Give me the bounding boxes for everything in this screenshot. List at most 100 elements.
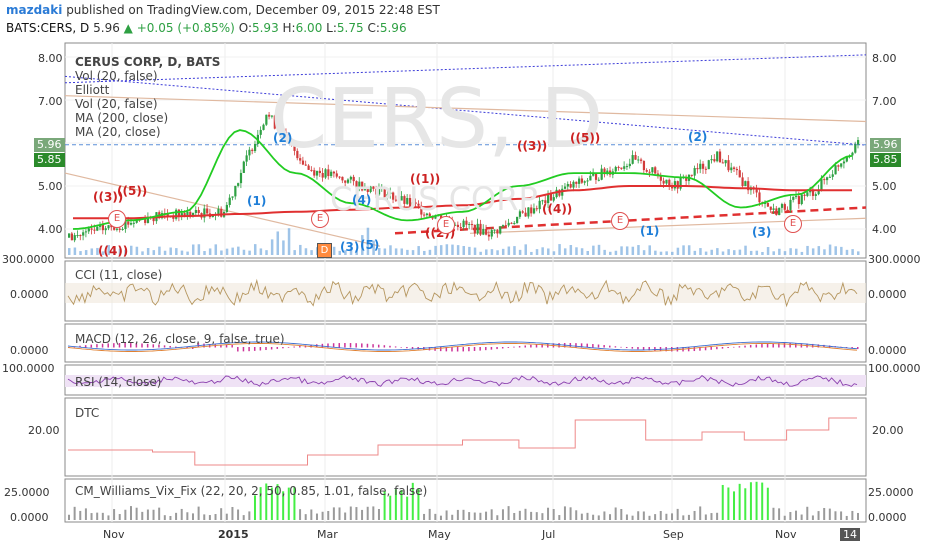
symbol-watermark: CERS, D	[270, 72, 604, 167]
candle-body	[851, 152, 854, 156]
dividend-badge[interactable]: D	[317, 243, 332, 258]
macd-histogram-bar	[220, 344, 222, 348]
earnings-event-badge[interactable]: E	[311, 210, 329, 228]
candle-body	[454, 224, 457, 226]
vix-bar	[113, 509, 116, 520]
macd-histogram-bar	[699, 347, 701, 351]
vix-bar	[383, 491, 386, 520]
vix-bar	[654, 514, 657, 520]
legend-item[interactable]: Vol (20, false)	[75, 69, 158, 83]
candle-body	[795, 196, 798, 198]
wave-label: (2)	[273, 131, 293, 145]
candle-body	[640, 159, 643, 161]
dtc-pane-title[interactable]: DTC	[75, 406, 100, 420]
candle-body	[766, 203, 770, 207]
vix-bar	[766, 487, 769, 520]
candle-body	[425, 213, 429, 216]
volume-bar	[361, 235, 364, 255]
vix-bar	[749, 482, 752, 520]
x-tick: Nov	[103, 528, 125, 541]
candle-body	[338, 176, 341, 178]
macd-histogram-bar	[766, 343, 769, 348]
volume-bar	[231, 247, 234, 255]
vix-bar	[811, 515, 814, 520]
candle-body	[101, 224, 105, 231]
volume-bar	[586, 250, 589, 255]
vix-bar	[197, 506, 200, 520]
candle-body	[380, 187, 383, 189]
candle-body	[659, 175, 662, 181]
candle-body	[555, 189, 558, 198]
candle-body	[764, 203, 767, 205]
vix-bar	[462, 509, 465, 520]
vix-bar	[518, 510, 521, 520]
vix-bar	[344, 512, 347, 520]
candle-body	[470, 224, 474, 226]
vix-bar	[141, 511, 144, 520]
macd-histogram-bar	[113, 343, 115, 348]
vix-bar	[806, 506, 809, 520]
up-arrow-icon: ▲	[123, 21, 133, 35]
volume-bar	[575, 247, 578, 255]
volume-bar	[603, 249, 606, 255]
vix-bar	[169, 515, 172, 520]
vix-bar	[417, 488, 420, 520]
ma-value-tag-left: 5.85	[34, 153, 65, 167]
vix-bar	[158, 507, 161, 520]
vix-bar	[840, 511, 843, 520]
macd-histogram-bar	[597, 344, 600, 348]
macd-histogram-bar	[169, 345, 171, 348]
candle-body	[73, 235, 76, 241]
earnings-event-badge[interactable]: E	[437, 216, 455, 234]
earnings-event-badge[interactable]: E	[108, 210, 126, 228]
legend-item[interactable]: Vol (20, false)	[75, 97, 158, 111]
macd-histogram-bar	[445, 347, 448, 352]
volume-bar	[817, 246, 821, 255]
vix-pane-title[interactable]: CM_Williams_Vix_Fix (22, 20, 2, 50, 0.85…	[75, 484, 428, 498]
macd-histogram-bar	[299, 345, 301, 348]
chart-legend: CERUS CORP, D, BATS Vol (20, false) Elli…	[75, 55, 220, 139]
macd-histogram-bar	[586, 343, 588, 348]
legend-item[interactable]: Elliott	[75, 83, 110, 97]
macd-histogram-bar	[507, 347, 510, 348]
volume-bar	[434, 245, 437, 255]
volume-bar	[141, 251, 144, 255]
vix-bar	[789, 511, 792, 520]
vix-bar	[276, 484, 279, 520]
vix-bar	[282, 491, 285, 520]
cci-pane-title[interactable]: CCI (11, close)	[75, 268, 163, 282]
candle-body	[628, 163, 631, 167]
vix-bar	[710, 513, 713, 520]
candle-body	[775, 208, 778, 216]
candle-body	[121, 228, 124, 230]
vix-bar	[671, 513, 674, 520]
earnings-event-badge[interactable]: E	[784, 215, 802, 233]
volume-bar	[101, 251, 105, 255]
candle-body	[68, 233, 71, 238]
legend-item[interactable]: MA (200, close)	[75, 111, 169, 125]
author-link[interactable]: mazdaki	[6, 3, 63, 17]
macd-histogram-bar	[372, 344, 374, 348]
volume-bar	[406, 249, 409, 255]
volume-bar	[710, 249, 713, 255]
candle-body	[521, 211, 524, 213]
volume-bar	[208, 248, 212, 255]
rsi-pane-title[interactable]: RSI (14, close)	[75, 375, 162, 389]
vix-bar	[90, 513, 93, 520]
legend-item[interactable]: MA (20, close)	[75, 125, 161, 139]
candle-body	[547, 193, 550, 204]
candle-body	[857, 140, 860, 145]
candle-body	[296, 150, 299, 159]
vix-bar	[129, 506, 132, 520]
volume-bar	[90, 248, 94, 255]
macd-histogram-bar	[642, 347, 645, 350]
volume-bar	[451, 244, 454, 255]
macd-pane-title[interactable]: MACD (12, 26, close, 9, false, true)	[75, 332, 285, 346]
earnings-event-badge[interactable]: E	[611, 212, 629, 230]
macd-histogram-bar	[287, 347, 290, 348]
macd-histogram-bar	[79, 345, 81, 348]
vix-bar	[84, 508, 87, 520]
candle-body	[220, 208, 223, 217]
publish-info: published on TradingView.com, December 0…	[62, 3, 440, 17]
